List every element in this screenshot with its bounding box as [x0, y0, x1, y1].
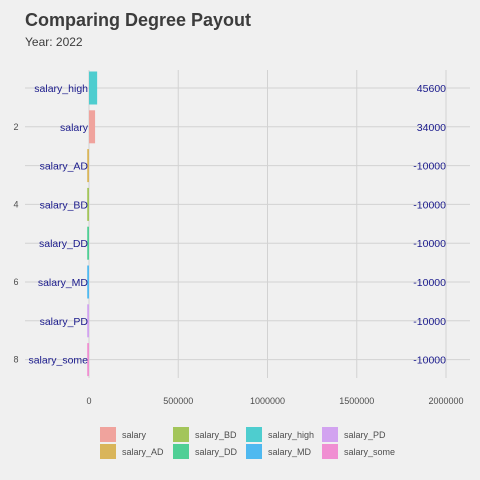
- legend-swatch: [322, 444, 338, 459]
- y-tick-label: 6: [13, 277, 18, 287]
- x-tick-label: 0: [86, 396, 91, 406]
- legend-swatch: [173, 444, 189, 459]
- legend-label: salary_BD: [195, 430, 237, 440]
- category-label: salary_MD: [38, 277, 89, 289]
- value-label: -10000: [413, 316, 446, 328]
- category-label: salary_BD: [40, 199, 89, 211]
- bar-salary_high: [89, 72, 97, 105]
- category-label: salary_some: [28, 355, 88, 367]
- category-label: salary_AD: [40, 161, 89, 173]
- category-label: salary: [60, 122, 89, 134]
- x-tick-label: 500000: [163, 396, 193, 406]
- legend: salary salary_AD salary_BD salary_DD salary_…: [100, 427, 395, 459]
- category-label: salary_high: [34, 83, 88, 95]
- value-label: -10000: [413, 355, 446, 367]
- bar-salary: [89, 110, 95, 143]
- x-tick-label: 2000000: [428, 396, 463, 406]
- legend-label: salary_DD: [195, 447, 238, 457]
- x-tick-label: 1500000: [339, 396, 374, 406]
- chart-title: Comparing Degree Payout: [25, 10, 251, 30]
- category-label: salary_DD: [39, 238, 88, 250]
- legend-label: salary_some: [344, 447, 395, 457]
- y-tick-label: 8: [13, 355, 18, 365]
- value-label: 34000: [417, 122, 446, 134]
- chart-subtitle: Year: 2022: [25, 35, 83, 49]
- legend-label: salary_high: [268, 430, 314, 440]
- legend-swatch: [173, 427, 189, 442]
- legend-swatch: [246, 427, 262, 442]
- legend-swatch: [100, 444, 116, 459]
- value-label: -10000: [413, 238, 446, 250]
- legend-label: salary_PD: [344, 430, 386, 440]
- legend-label: salary: [122, 430, 147, 440]
- value-label: 45600: [417, 83, 446, 95]
- value-label: -10000: [413, 161, 446, 173]
- y-tick-label: 2: [13, 122, 18, 132]
- category-label: salary_PD: [40, 316, 89, 328]
- x-tick-label: 1000000: [250, 396, 285, 406]
- value-label: -10000: [413, 277, 446, 289]
- legend-swatch: [322, 427, 338, 442]
- y-tick-label: 4: [13, 199, 18, 209]
- value-label: -10000: [413, 199, 446, 211]
- legend-label: salary_AD: [122, 447, 164, 457]
- legend-label: salary_MD: [268, 447, 312, 457]
- legend-swatch: [246, 444, 262, 459]
- legend-swatch: [100, 427, 116, 442]
